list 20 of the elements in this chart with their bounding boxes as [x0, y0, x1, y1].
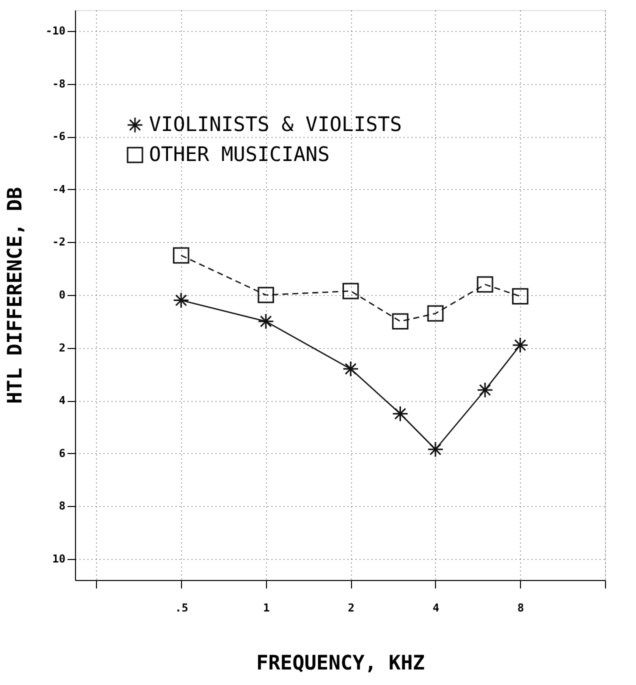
y-tick-label: 8: [58, 500, 66, 513]
y-tick-label: -2: [52, 236, 66, 249]
x-tick-label: .5: [174, 602, 188, 614]
y-tick-label: 10: [52, 552, 66, 566]
x-tick-label: 1: [263, 602, 270, 614]
y-tick-label: -6: [52, 130, 66, 144]
legend-label: VIOLINISTS & VIOLISTS: [149, 112, 402, 136]
y-tick-label: 4: [58, 394, 66, 408]
y-tick-label: 6: [58, 446, 66, 460]
x-axis-title: FREQUENCY, KHZ: [256, 650, 425, 674]
x-tick-label: 4: [432, 602, 440, 614]
y-axis-title: HTL DIFFERENCE, DB: [2, 187, 27, 404]
y-tick-label: -10: [46, 24, 66, 38]
y-tick-label: -4: [52, 182, 66, 196]
x-tick-label: 2: [348, 602, 354, 614]
y-tick-label: -8: [52, 77, 66, 90]
y-tick-label: 2: [58, 341, 66, 354]
x-tick-label: 8: [517, 602, 524, 614]
y-tick-label: 0: [58, 288, 66, 302]
legend-label: OTHER MUSICIANS: [149, 142, 330, 166]
